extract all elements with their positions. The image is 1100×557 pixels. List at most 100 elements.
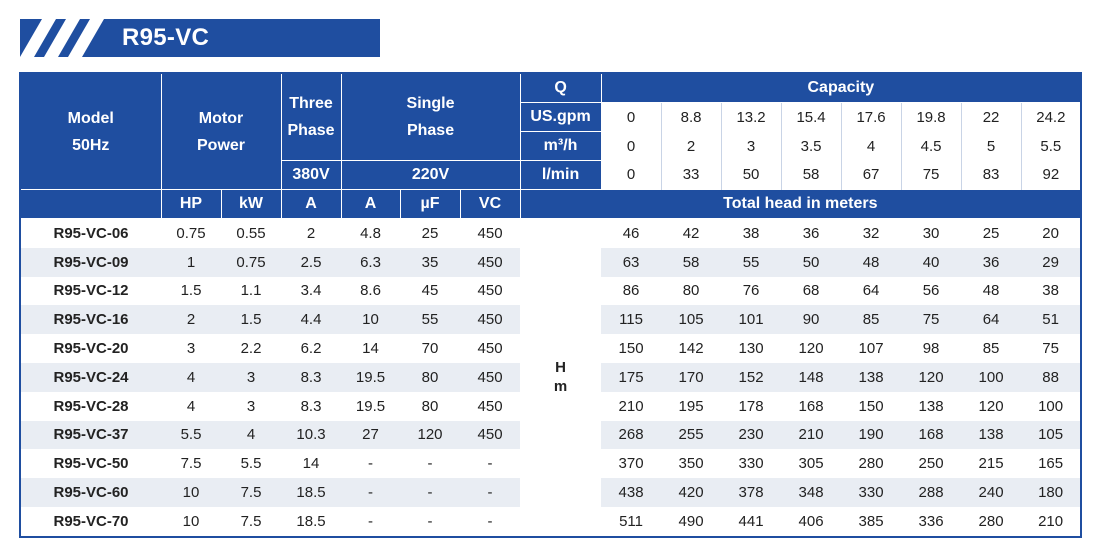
capacity-cell: 17.6 (840, 102, 902, 132)
head-cell: 148 (781, 362, 842, 392)
header-voltage-220: 220V (340, 160, 521, 190)
head-cell: 64 (862, 282, 880, 300)
amps-three-cell: 10.3 (281, 420, 342, 450)
header-voltage-380: 380V (280, 160, 342, 190)
head-cell: 55 (721, 247, 782, 277)
head-cell: 330 (841, 478, 902, 507)
capacitance-cell: 80 (400, 362, 461, 392)
header-total-head: Total head in meters (519, 189, 1082, 219)
capacity-cell: 83 (960, 160, 1022, 190)
hp-cell: 5.5 (161, 420, 221, 450)
head-cell: 348 (781, 478, 842, 507)
amps-single-cell: 10 (341, 305, 401, 335)
head-cell: 105 (1021, 420, 1082, 450)
kw-cell: 7.5 (240, 512, 262, 530)
capacity-cell: 3 (720, 131, 782, 161)
head-cell: 420 (661, 478, 722, 507)
head-cell: 150 (618, 340, 644, 358)
head-cell: 280 (858, 455, 884, 473)
capacity-cell: 19.8 (900, 102, 962, 132)
capacitance-cell: 25 (421, 224, 439, 242)
amps-single-cell: 6.3 (341, 247, 401, 277)
head-cell: 115 (601, 305, 662, 335)
capacity-cell: 0 (601, 131, 662, 161)
head-cell: 511 (619, 512, 643, 530)
table-row: R95-VC-70 10 7.5 18.5 - - - 511 490 441 406 385 336 2… (20, 507, 1081, 537)
head-cell: 280 (978, 512, 1004, 530)
head-cell: 75 (901, 305, 962, 335)
capacity-cell: 4.5 (900, 131, 962, 161)
amps-single-cell: 27 (341, 420, 401, 450)
head-cell: 40 (901, 247, 962, 277)
head-cell: 350 (678, 455, 704, 473)
amps-single-cell: 19.5 (341, 362, 401, 392)
head-cell: 98 (922, 340, 940, 358)
head-cell: 370 (618, 455, 644, 473)
capacity-cell: 50 (720, 160, 782, 190)
amps-three-cell: 6.2 (300, 340, 322, 358)
hp-cell: 4 (186, 397, 196, 415)
unit-m3h: m³/h (519, 131, 602, 161)
amps-three-cell: 4.4 (281, 305, 342, 335)
header-vc: VC (459, 189, 521, 219)
hp-cell: 10 (182, 512, 200, 530)
head-cell: 120 (978, 397, 1004, 415)
head-cell: 30 (922, 224, 940, 242)
capacity-cell: 67 (840, 160, 902, 190)
head-cell: 385 (858, 512, 884, 530)
amps-three-cell: 18.5 (296, 512, 326, 530)
head-cell: 168 (901, 420, 962, 450)
head-cell: 29 (1021, 247, 1082, 277)
head-cell: 178 (738, 397, 764, 415)
head-cell: 215 (978, 455, 1004, 473)
capacitance-cell: 45 (421, 282, 439, 300)
header-hp: HP (160, 189, 222, 219)
capacitance-cell: 35 (400, 247, 461, 277)
capacity-cell: 4 (840, 131, 902, 161)
head-cell: 107 (858, 340, 884, 358)
model-cell: R95-VC-28 (53, 397, 129, 415)
amps-three-cell: 14 (302, 455, 320, 473)
capacity-cell: 15.4 (780, 102, 842, 132)
capacity-cell: 0 (601, 160, 662, 190)
head-cell: 100 (961, 362, 1022, 392)
hp-cell: 4 (161, 362, 221, 392)
head-cell: 130 (738, 340, 764, 358)
model-cell: R95-VC-50 (53, 455, 129, 473)
head-cell: 105 (661, 305, 722, 335)
head-cell: 90 (781, 305, 842, 335)
capacitance-cell: - (427, 512, 433, 530)
head-cell: 336 (918, 512, 944, 530)
capacity-cell: 5.5 (1020, 131, 1082, 161)
vc-cell: - (460, 478, 521, 507)
head-cell: 240 (961, 478, 1022, 507)
vc-cell: 450 (460, 362, 521, 392)
amps-three-cell: 2.5 (281, 247, 342, 277)
kw-cell: 0.75 (221, 247, 282, 277)
head-cell: 255 (661, 420, 722, 450)
head-cell: 170 (661, 362, 722, 392)
page-title: R95-VC (122, 24, 210, 51)
header-kw: kW (220, 189, 282, 219)
head-cell: 46 (622, 224, 640, 242)
amps-three-cell: 8.3 (300, 397, 322, 415)
header-three-phase: Three Phase (280, 72, 342, 161)
amps-three-cell: 8.3 (281, 362, 342, 392)
header-amps-three: A (280, 189, 342, 219)
vc-cell: 450 (477, 340, 503, 358)
table-row: R95-VC-12 1.5 1.1 3.4 8.6 45 450 86 80 76 68 64 56 48… (20, 277, 1081, 306)
header-single-phase: Single Phase (340, 72, 521, 161)
head-cell: 288 (901, 478, 962, 507)
kw-cell: 4 (221, 420, 282, 450)
head-cell: 138 (841, 362, 902, 392)
head-cell: 80 (682, 282, 700, 300)
vc-cell: 450 (460, 247, 521, 277)
amps-single-cell: 8.6 (360, 282, 381, 300)
head-cell: 64 (961, 305, 1022, 335)
header-capacity: Capacity (600, 72, 1082, 103)
model-cell: R95-VC-12 (53, 282, 129, 300)
amps-single-cell: 19.5 (355, 397, 386, 415)
head-cell: 50 (781, 247, 842, 277)
kw-cell: 5.5 (240, 455, 262, 473)
head-cell: 165 (1038, 455, 1064, 473)
